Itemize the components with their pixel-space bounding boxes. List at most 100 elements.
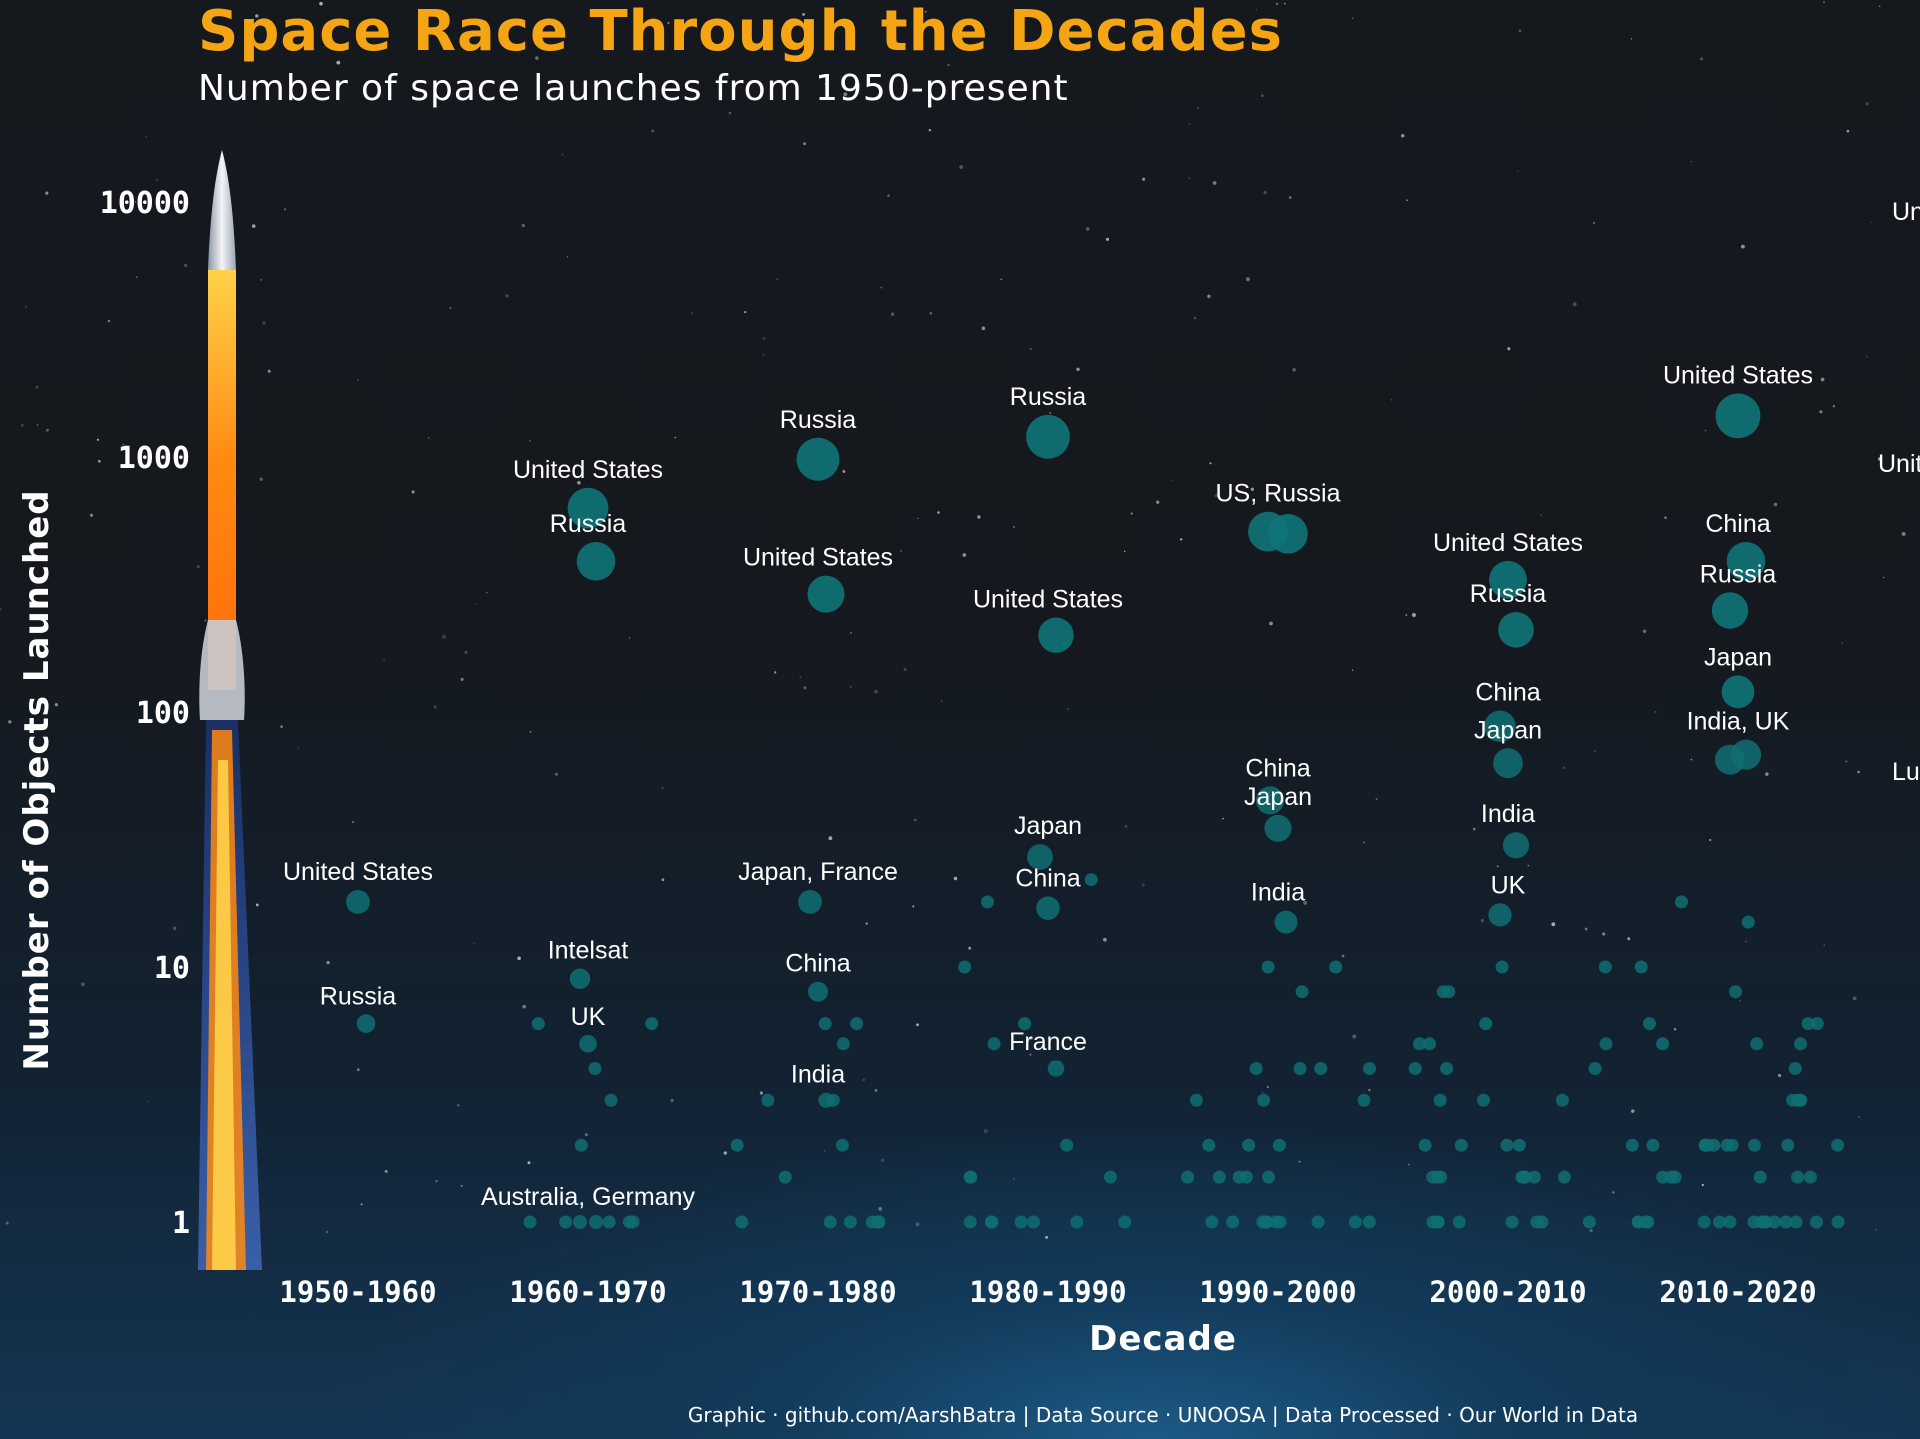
minor-marker bbox=[835, 1138, 849, 1152]
minor-marker bbox=[1436, 985, 1450, 999]
star bbox=[947, 64, 950, 67]
minor-marker bbox=[1262, 1170, 1275, 1184]
star bbox=[1209, 462, 1212, 465]
star bbox=[1103, 937, 1107, 942]
star bbox=[1540, 514, 1542, 516]
star bbox=[1351, 17, 1354, 20]
star bbox=[529, 731, 532, 733]
star bbox=[821, 874, 825, 878]
star bbox=[1706, 580, 1710, 583]
star bbox=[1592, 221, 1596, 225]
star bbox=[1602, 932, 1606, 936]
star bbox=[928, 128, 932, 132]
data-label: India bbox=[1251, 879, 1305, 907]
star bbox=[122, 443, 125, 446]
star bbox=[1193, 316, 1197, 320]
minor-marker bbox=[1477, 1093, 1490, 1107]
star bbox=[1288, 196, 1292, 199]
star bbox=[356, 1068, 360, 1072]
star bbox=[915, 1222, 920, 1227]
data-point bbox=[1498, 612, 1534, 648]
minor-marker bbox=[1748, 1138, 1761, 1152]
star bbox=[670, 1098, 674, 1103]
star bbox=[917, 517, 919, 519]
minor-marker bbox=[1202, 1138, 1216, 1152]
minor-marker bbox=[1418, 1138, 1432, 1152]
star bbox=[1375, 798, 1378, 800]
minor-marker bbox=[1789, 1215, 1803, 1229]
minor-marker bbox=[1239, 1170, 1253, 1184]
minor-marker bbox=[1479, 1017, 1493, 1031]
star bbox=[1690, 758, 1693, 761]
minor-marker bbox=[843, 1215, 857, 1229]
data-label: United States bbox=[283, 858, 433, 886]
minor-marker bbox=[1205, 1215, 1219, 1229]
star bbox=[156, 178, 158, 181]
data-point bbox=[798, 890, 822, 914]
star bbox=[940, 700, 943, 702]
star bbox=[1551, 922, 1556, 927]
star bbox=[1029, 347, 1032, 350]
minor-marker bbox=[1014, 1215, 1028, 1229]
star bbox=[1901, 531, 1906, 536]
star bbox=[1405, 614, 1408, 617]
star bbox=[661, 878, 665, 882]
minor-marker bbox=[1791, 1170, 1805, 1184]
minor-marker bbox=[1750, 1037, 1764, 1051]
minor-marker bbox=[1741, 915, 1755, 929]
star bbox=[1715, 709, 1718, 712]
data-label: Japan bbox=[1474, 716, 1542, 744]
data-point bbox=[1488, 903, 1512, 927]
star bbox=[96, 438, 99, 441]
star bbox=[1865, 101, 1869, 106]
data-point bbox=[1038, 617, 1074, 653]
minor-marker bbox=[1118, 1215, 1132, 1229]
star bbox=[1846, 129, 1850, 133]
data-label: United States bbox=[1663, 362, 1813, 390]
star bbox=[1709, 838, 1712, 842]
star bbox=[80, 982, 85, 987]
data-point bbox=[807, 575, 845, 613]
star bbox=[1156, 500, 1160, 504]
data-label: India, UK bbox=[1687, 708, 1790, 736]
data-label: Australia, Germany bbox=[481, 1183, 695, 1211]
star bbox=[728, 111, 732, 115]
star bbox=[1857, 1115, 1860, 1118]
minor-marker bbox=[1582, 1215, 1596, 1229]
data-label: China bbox=[1475, 679, 1540, 707]
star bbox=[1170, 479, 1173, 482]
minor-marker bbox=[1103, 1170, 1117, 1184]
minor-marker bbox=[778, 1170, 792, 1184]
star bbox=[803, 686, 807, 690]
star bbox=[1841, 642, 1843, 644]
star bbox=[1411, 613, 1416, 617]
minor-marker bbox=[818, 1017, 832, 1031]
star bbox=[651, 129, 655, 133]
star bbox=[774, 671, 777, 674]
star bbox=[135, 276, 138, 279]
minor-marker bbox=[1249, 1062, 1263, 1075]
star bbox=[1261, 94, 1264, 97]
minor-marker bbox=[1557, 1170, 1571, 1184]
minor-marker bbox=[1423, 1037, 1436, 1051]
minor-marker bbox=[730, 1138, 744, 1152]
star bbox=[262, 321, 266, 325]
star bbox=[427, 436, 430, 439]
star bbox=[1045, 1235, 1049, 1239]
star bbox=[352, 821, 355, 823]
star bbox=[1664, 516, 1667, 519]
star bbox=[874, 689, 878, 694]
data-label: Russia bbox=[1700, 560, 1777, 588]
minor-marker bbox=[1656, 1037, 1670, 1051]
data-point bbox=[1274, 910, 1298, 934]
star bbox=[1627, 937, 1631, 941]
star bbox=[1063, 29, 1066, 32]
minor-marker bbox=[1831, 1138, 1845, 1152]
minor-marker bbox=[1500, 1138, 1514, 1152]
data-point bbox=[1715, 744, 1745, 775]
data-label: India bbox=[1481, 800, 1535, 828]
star bbox=[1562, 766, 1566, 770]
star bbox=[564, 1247, 567, 1249]
star bbox=[173, 926, 177, 930]
star bbox=[1496, 865, 1499, 868]
